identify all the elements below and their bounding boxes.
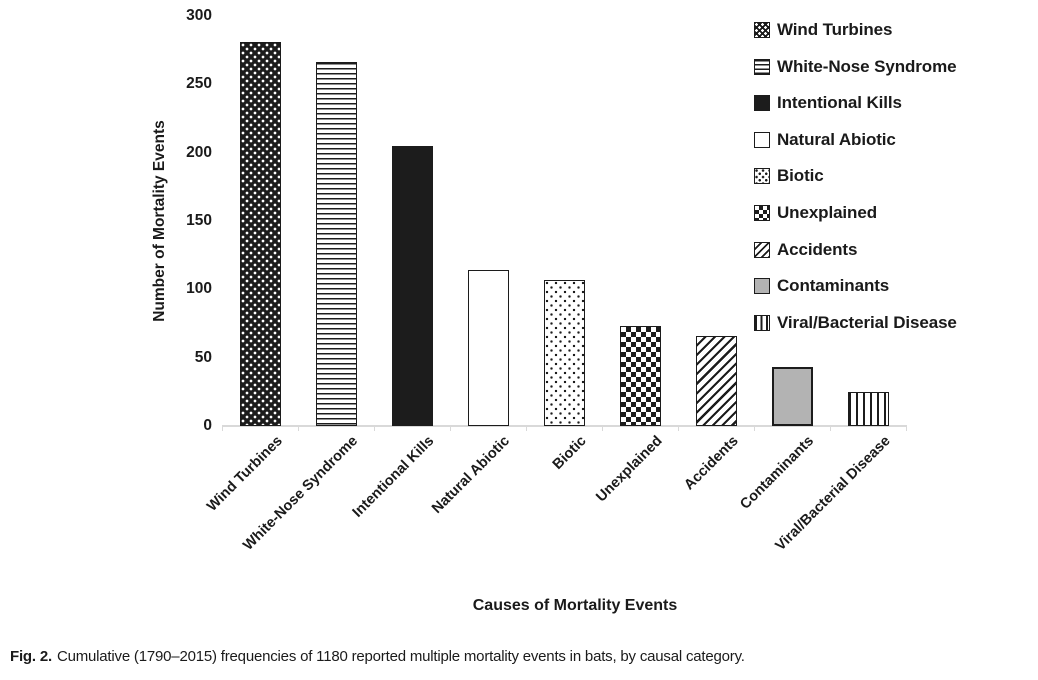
x-label-contaminants: Contaminants	[737, 433, 818, 513]
legend-label-biotic: Biotic	[777, 166, 824, 186]
x-label-intentional-kills: Intentional Kills	[349, 433, 438, 521]
x-tick-mark	[830, 426, 831, 431]
x-label-biotic: Biotic	[549, 433, 590, 473]
bar-unexplained	[619, 326, 661, 426]
y-tick-0: 0	[203, 417, 212, 434]
legend-label-contaminants: Contaminants	[777, 276, 890, 296]
y-tick-100: 100	[186, 280, 212, 298]
x-tick-mark	[526, 426, 527, 431]
x-tick-mark	[678, 426, 679, 431]
figure-caption-label: Fig. 2.	[10, 648, 52, 665]
bar-wind-turbines	[239, 42, 281, 426]
x-label-accidents: Accidents	[680, 433, 742, 494]
bar-natural-abiotic	[467, 270, 509, 426]
legend-label-intentional-kills: Intentional Kills	[777, 93, 902, 113]
x-tick-mark	[602, 426, 603, 431]
bar-viral-bacterial-disease	[847, 392, 889, 426]
legend-item-natural-abiotic: Natural Abiotic	[754, 129, 957, 151]
x-tick-mark	[906, 426, 907, 431]
y-axis-title: Number of Mortality Events	[151, 120, 168, 322]
legend-swatch-natural-abiotic-icon	[754, 131, 770, 148]
y-tick-250: 250	[186, 75, 212, 93]
legend-label-white-nose-syndrome: White-Nose Syndrome	[777, 56, 957, 76]
x-label-natural-abiotic: Natural Abiotic	[429, 433, 514, 517]
legend-swatch-accidents-icon	[754, 241, 770, 258]
legend-item-white-nose-syndrome: White-Nose Syndrome	[754, 56, 957, 78]
x-axis-title: Causes of Mortality Events	[472, 597, 678, 614]
figure-caption-text: Cumulative (1790–2015) frequencies of 11…	[56, 648, 745, 665]
y-tick-300: 300	[186, 7, 212, 24]
x-tick-mark	[754, 426, 755, 431]
x-label-wind-turbines: Wind Turbines	[203, 433, 286, 515]
legend-label-wind-turbines: Wind Turbines	[777, 20, 893, 39]
bar-accidents	[695, 336, 737, 426]
legend-item-accidents: Accidents	[754, 239, 957, 261]
legend-item-biotic: Biotic	[754, 165, 957, 187]
legend-label-viral-bacterial-disease: Viral/Bacterial Disease	[777, 312, 957, 332]
x-tick-mark	[450, 426, 451, 431]
legend-swatch-biotic-icon	[754, 168, 770, 185]
legend-swatch-wind-turbines-icon	[754, 22, 770, 38]
x-label-unexplained: Unexplained	[593, 433, 666, 506]
legend-swatch-white-nose-syndrome-icon	[754, 58, 770, 75]
y-tick-150: 150	[186, 212, 212, 229]
y-tick-200: 200	[186, 143, 212, 161]
legend-item-contaminants: Contaminants	[754, 275, 957, 297]
legend-item-wind-turbines: Wind Turbines	[754, 19, 957, 41]
legend-swatch-contaminants-icon	[754, 278, 770, 295]
bar-intentional-kills	[391, 146, 433, 426]
legend-swatch-unexplained-icon	[754, 204, 770, 221]
y-tick-50: 50	[194, 348, 212, 366]
legend-swatch-viral-bacterial-disease-icon	[754, 314, 770, 331]
bar-white-nose-syndrome	[315, 62, 357, 426]
bar-contaminants	[771, 367, 813, 426]
figure-caption: Fig. 2. Cumulative (1790–2015) frequencie…	[10, 648, 745, 665]
chart-legend: Wind Turbines White-Nose Syndrome Intentio…	[754, 19, 957, 348]
x-tick-mark	[374, 426, 375, 431]
legend-label-unexplained: Unexplained	[777, 202, 877, 222]
legend-item-viral-bacterial-disease: Viral/Bacterial Disease	[754, 312, 957, 334]
legend-swatch-intentional-kills-icon	[754, 95, 770, 112]
x-tick-mark	[222, 426, 223, 431]
legend-item-intentional-kills: Intentional Kills	[754, 92, 957, 114]
legend-label-natural-abiotic: Natural Abiotic	[777, 129, 896, 149]
bar-biotic	[543, 280, 585, 426]
x-tick-mark	[298, 426, 299, 431]
legend-label-accidents: Accidents	[777, 239, 858, 259]
legend-item-unexplained: Unexplained	[754, 202, 957, 224]
